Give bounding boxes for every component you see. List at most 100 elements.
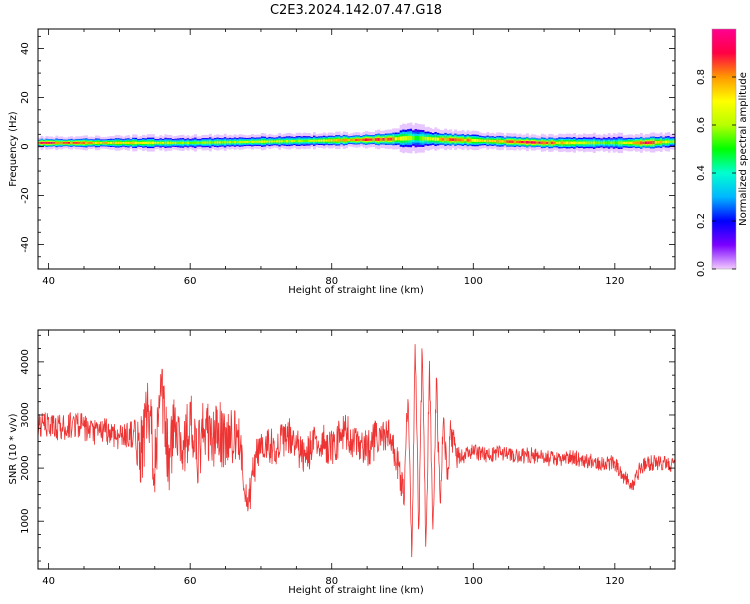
spectrogram-cell (540, 141, 544, 145)
spectrogram-cell (434, 137, 438, 141)
spectrogram-y-tick-label: 0 (20, 143, 31, 149)
spectrogram-cell (664, 140, 668, 144)
spectrogram-cell (218, 141, 222, 144)
spectrogram-cell (201, 141, 205, 144)
snr-series-line (38, 344, 675, 558)
spectrogram-cell (273, 140, 277, 143)
spectrogram-cell (625, 141, 628, 145)
spectrogram-cell (142, 141, 145, 145)
spectrogram-cell (303, 139, 306, 143)
spectrogram-cell (206, 141, 210, 144)
spectrogram-cell (518, 140, 522, 144)
spectrogram-cell (570, 141, 574, 145)
spectrogram-cell (526, 140, 529, 144)
snr-x-tick-label: 120 (605, 576, 624, 587)
spectrogram-cell (139, 141, 143, 144)
spectrogram-cell (387, 137, 391, 141)
spectrogram-cell (208, 141, 212, 144)
spectrogram-cell (488, 139, 492, 143)
spectrogram-cell (107, 141, 111, 144)
spectrogram-cell (241, 140, 245, 144)
spectrogram-cell (402, 136, 406, 141)
spectrogram-cell (47, 141, 51, 144)
spectrogram-cell (129, 141, 133, 144)
spectrogram-cell (595, 141, 599, 145)
spectrogram-cell (548, 141, 552, 145)
spectrogram-cell (213, 141, 217, 144)
spectrogram-cell (55, 141, 59, 144)
spectrogram-cell (72, 142, 76, 144)
spectrogram-cell (553, 141, 557, 144)
spectrogram-cell (300, 139, 304, 143)
spectrogram-cell (399, 136, 403, 141)
spectrogram-cell (174, 141, 178, 144)
spectrogram-cell (290, 140, 294, 143)
spectrogram-cell (630, 141, 633, 145)
spectrogram-cell (298, 139, 301, 143)
spectrogram-cell (85, 141, 88, 145)
spectrogram-cell (80, 141, 83, 144)
spectrogram-cell (369, 138, 373, 141)
spectrogram-cell (325, 139, 329, 142)
spectrogram-cell (60, 141, 64, 144)
spectrogram-cell (558, 141, 562, 145)
snr-y-tick-label: 3000 (20, 402, 31, 427)
spectrogram-cell (392, 137, 396, 141)
spectrogram-cell (573, 141, 576, 145)
spectrogram-cell (132, 141, 136, 145)
spectrogram-cell (587, 141, 591, 145)
spectrogram-cell (483, 139, 487, 142)
spectrogram-cell (560, 141, 564, 145)
spectrogram-cell (374, 138, 378, 141)
spectrogram-cell (288, 139, 292, 143)
colorbar-tick-label: 0.2 (696, 213, 707, 229)
spectrogram-cell (421, 136, 425, 141)
spectrogram-cell (57, 141, 61, 144)
spectrogram-cell (270, 140, 274, 143)
spectrogram-cell (657, 140, 661, 144)
spectrogram-cell (253, 140, 257, 143)
spectrogram-cell (191, 141, 195, 144)
spectrogram-cell (622, 141, 626, 145)
spectrogram-cell (424, 136, 428, 141)
spectrogram-cell (154, 141, 158, 144)
spectrogram-cell (469, 138, 472, 142)
spectrogram-cell (194, 141, 197, 145)
spectrogram-cell (466, 138, 470, 142)
spectrogram-cell (62, 142, 66, 144)
spectrogram-cell (511, 140, 515, 143)
snr-x-tick-label: 80 (325, 576, 338, 587)
spectrogram-cell (456, 138, 460, 142)
spectrogram-cell (117, 141, 121, 145)
spectrogram-cell (652, 140, 656, 144)
spectrogram-cell (236, 141, 240, 144)
spectrogram-cell (600, 141, 604, 145)
spectrogram-cell (449, 138, 453, 142)
spectrogram-cell (412, 136, 415, 141)
spectrogram-cell (615, 141, 619, 145)
spectrogram-cell (226, 141, 230, 144)
spectrogram-cell (119, 141, 123, 144)
spectrogram-cell (454, 138, 458, 142)
spectrogram-cell (347, 139, 351, 142)
spectrogram-cell (513, 140, 517, 144)
spectrogram-cell (248, 140, 252, 143)
spectrogram-cell (605, 141, 609, 145)
spectrogram-cell (82, 141, 86, 144)
spectrogram-cell (169, 141, 173, 145)
spectrogram-cell (102, 142, 106, 144)
spectrogram-cell (620, 141, 624, 145)
spectrogram-cell (612, 141, 616, 145)
spectrogram-cell (42, 142, 46, 144)
spectrogram-cell (521, 141, 524, 144)
spectrogram-cell (255, 140, 259, 143)
spectrogram-cell (464, 138, 467, 142)
spectrogram-cell (327, 139, 331, 142)
spectrogram-cell (233, 140, 237, 144)
spectrogram-cell (667, 140, 671, 144)
spectrogram-cell (127, 141, 131, 145)
spectrogram-cell (186, 141, 190, 145)
spectrogram-cell (439, 137, 443, 141)
snr-y-tick-label: 1000 (20, 508, 31, 533)
spectrogram-cell (649, 141, 653, 145)
